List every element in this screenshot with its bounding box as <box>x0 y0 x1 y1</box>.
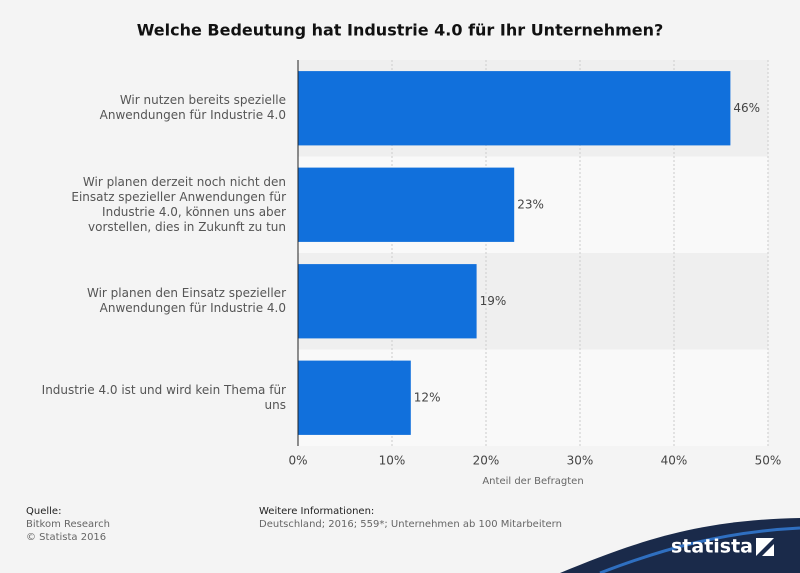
x-tick-label: 50% <box>755 454 782 468</box>
logo-icon-slash <box>756 538 774 556</box>
x-tick-label: 20% <box>473 454 500 468</box>
copyright: © Statista 2016 <box>26 532 107 543</box>
value-label: 46% <box>733 101 760 115</box>
bar <box>298 71 731 146</box>
category-label: Wir planen den Einsatz spezieller Anwend… <box>86 286 286 316</box>
info: Deutschland; 2016; 559*; Unternehmen ab … <box>259 519 562 530</box>
value-label: 23% <box>517 197 544 211</box>
logo-accent <box>599 526 800 573</box>
source: Bitkom Research <box>26 519 110 530</box>
value-label: 19% <box>480 294 507 308</box>
x-tick-label: 40% <box>661 454 688 468</box>
x-tick-label: 0% <box>288 454 307 468</box>
x-axis-label: Anteil der Befragten <box>482 476 583 487</box>
bar <box>298 360 411 435</box>
logo: statista <box>671 536 753 558</box>
value-label: 12% <box>414 390 441 404</box>
bar <box>298 167 515 242</box>
x-tick-label: 30% <box>567 454 594 468</box>
category-label: Industrie 4.0 ist und wird kein Thema fü… <box>41 382 286 412</box>
category-label: Wir planen derzeit noch nicht den Einsat… <box>71 174 286 234</box>
bar <box>298 264 477 339</box>
x-tick-label: 10% <box>379 454 406 468</box>
source-title: Quelle: <box>26 506 62 517</box>
category-label: Wir nutzen bereits spezielle Anwendungen… <box>99 93 286 123</box>
chart-title: Welche Bedeutung hat Industrie 4.0 für I… <box>137 21 664 40</box>
info-title: Weitere Informationen: <box>259 506 375 517</box>
